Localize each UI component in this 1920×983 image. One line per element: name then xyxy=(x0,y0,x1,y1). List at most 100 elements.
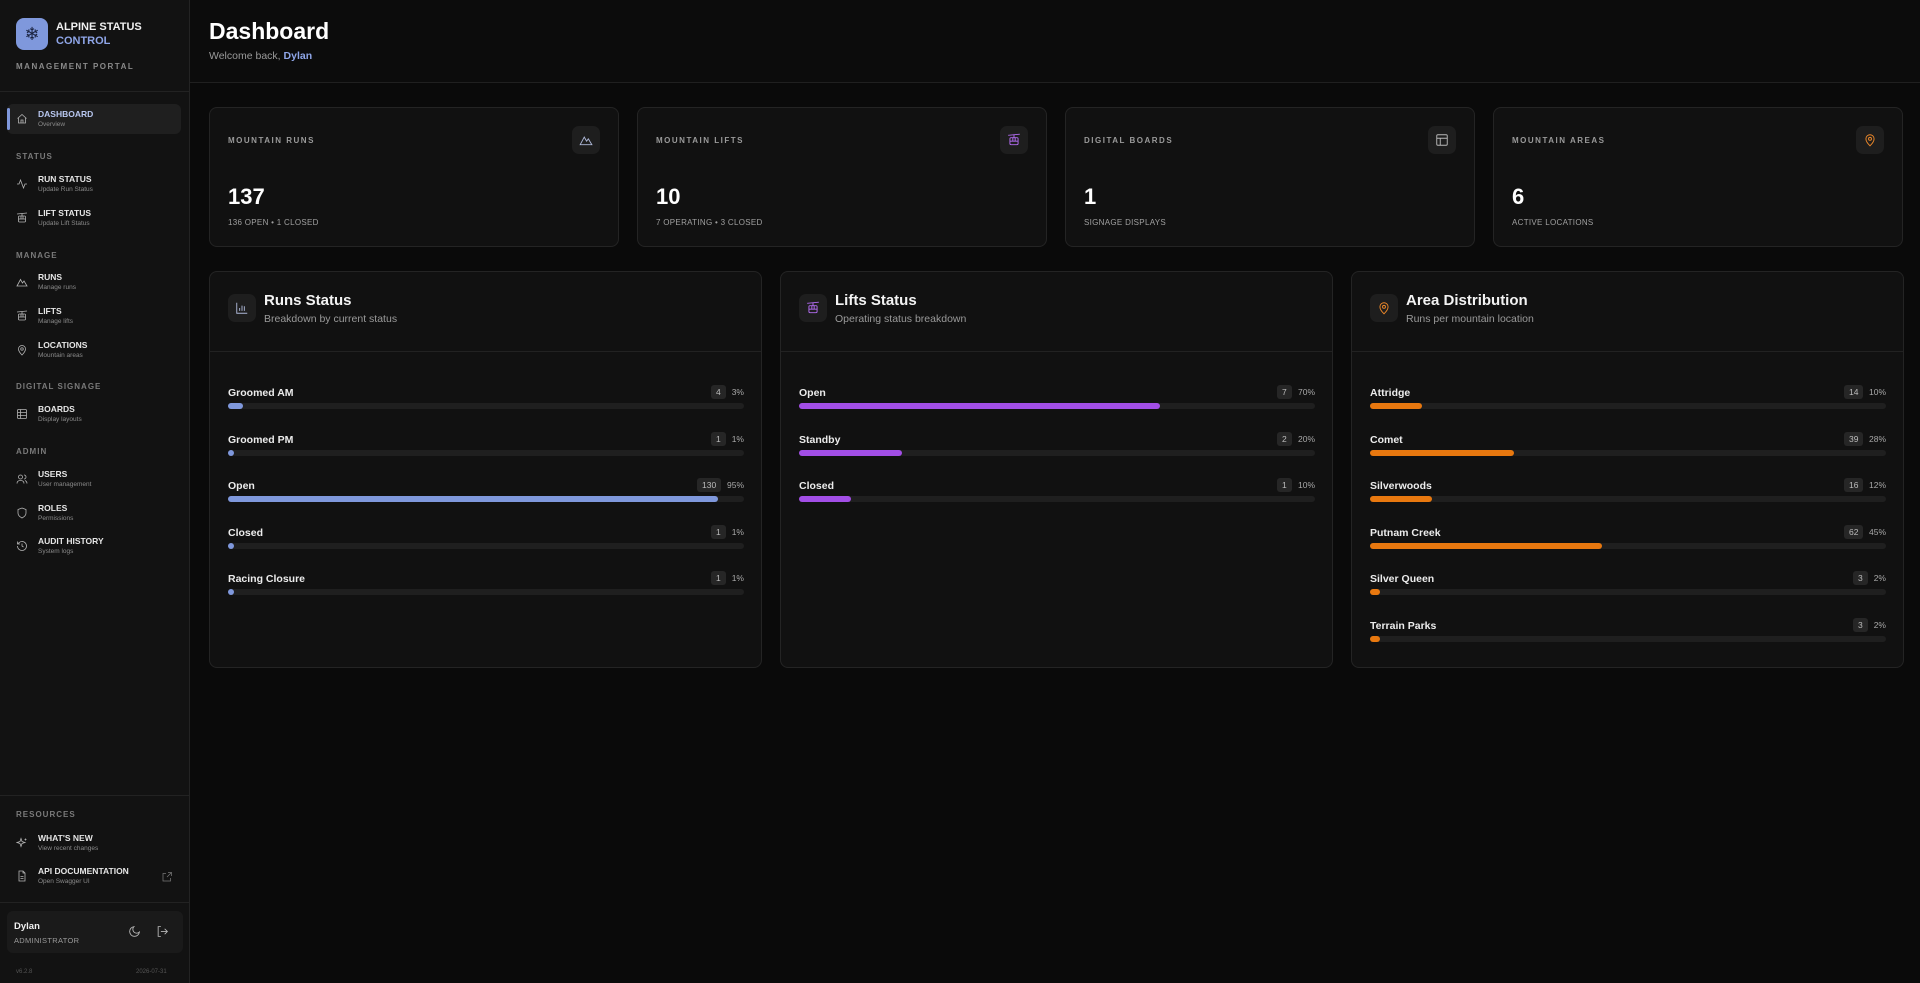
progress-track xyxy=(228,449,744,456)
stat-sub: SIGNAGE DISPLAYS xyxy=(1084,218,1167,227)
status-row: Open 130 95% xyxy=(228,478,744,514)
user-role: ADMINISTRATOR xyxy=(14,936,80,945)
welcome-user: Dylan xyxy=(283,50,313,62)
progress-track xyxy=(799,496,1315,502)
panel-title: Lifts Status xyxy=(835,292,917,309)
status-row: Silverwoods 16 12% xyxy=(1370,478,1886,514)
progress-fill xyxy=(1370,589,1381,595)
row-percent: 45% xyxy=(1868,526,1886,537)
nav-locations[interactable]: LOCATIONS Mountain areas xyxy=(7,335,181,365)
row-count-badge: 1 xyxy=(711,524,726,539)
row-count-badge: 14 xyxy=(1844,385,1864,399)
nav-run-status[interactable]: RUN STATUS Update Run Status xyxy=(7,169,181,199)
progress-track xyxy=(228,542,744,549)
nav-whats-new[interactable]: WHAT'S NEW View recent changes xyxy=(7,828,181,858)
progress-fill xyxy=(228,449,234,456)
file-icon xyxy=(16,870,28,882)
nav-runs[interactable]: RUNS Manage runs xyxy=(7,267,181,297)
stat-card-runs: MOUNTAIN RUNS 137 136 OPEN • 1 CLOSED xyxy=(209,107,619,247)
section-digital-signage: DIGITAL SIGNAGE xyxy=(16,382,102,391)
stat-label: MOUNTAIN RUNS xyxy=(228,136,315,145)
row-count-badge: 62 xyxy=(1844,524,1864,539)
nav-label: DASHBOARD xyxy=(38,108,94,119)
row-label: Open xyxy=(799,387,826,399)
row-label: Silverwoods xyxy=(1370,480,1432,492)
status-row: Racing Closure 1 1% xyxy=(228,571,744,607)
row-count-badge: 130 xyxy=(697,478,722,492)
row-percent: 1% xyxy=(731,573,744,583)
portal-label: MANAGEMENT PORTAL xyxy=(16,62,135,71)
moon-icon[interactable] xyxy=(128,925,142,939)
welcome-text: Welcome back, Dylan xyxy=(209,50,312,62)
progress-fill xyxy=(1370,542,1603,549)
panel-title: Runs Status xyxy=(264,292,352,309)
external-link-icon xyxy=(161,870,173,882)
row-count-badge: 1 xyxy=(711,431,726,446)
stat-card-boards: DIGITAL BOARDS 1 SIGNAGE DISPLAYS xyxy=(1065,107,1475,247)
row-percent: 2% xyxy=(1873,619,1886,630)
progress-track xyxy=(228,403,744,409)
nav-users[interactable]: USERS User management xyxy=(7,464,181,494)
stat-sub: ACTIVE LOCATIONS xyxy=(1512,218,1594,227)
panel-lifts-status: Lifts Status Operating status breakdown … xyxy=(780,271,1333,668)
stat-sub: 7 OPERATING • 3 CLOSED xyxy=(656,218,763,227)
row-count-badge: 3 xyxy=(1853,571,1868,585)
brand[interactable]: ❄ ALPINE STATUS CONTROL xyxy=(16,18,142,50)
nav-label: USERS xyxy=(38,468,68,479)
nav-label: LOCATIONS xyxy=(38,339,88,350)
status-row: Silver Queen 3 2% xyxy=(1370,571,1886,607)
panel-area-distribution: Area Distribution Runs per mountain loca… xyxy=(1351,271,1904,668)
progress-track xyxy=(1370,449,1886,456)
row-label: Comet xyxy=(1370,433,1403,446)
status-row: Closed 1 1% xyxy=(228,524,744,561)
nav-api-documentation[interactable]: API DOCUMENTATION Open Swagger UI xyxy=(7,861,181,891)
shield-icon xyxy=(16,507,28,519)
progress-fill xyxy=(799,449,903,456)
sparkles-icon xyxy=(16,837,28,849)
nav-sublabel: Permissions xyxy=(38,514,74,522)
nav-lifts[interactable]: LIFTS Manage lifts xyxy=(7,301,181,331)
activity-icon xyxy=(16,178,28,190)
progress-fill xyxy=(1370,635,1381,642)
nav-dashboard[interactable]: DASHBOARD Overview xyxy=(7,104,181,134)
row-percent: 12% xyxy=(1868,480,1886,490)
progress-track xyxy=(228,589,744,595)
row-percent: 10% xyxy=(1868,387,1886,397)
nav-boards[interactable]: BOARDS Display layouts xyxy=(7,399,181,429)
progress-track xyxy=(1370,589,1886,595)
history-icon xyxy=(16,540,28,552)
status-row: Putnam Creek 62 45% xyxy=(1370,524,1886,561)
stat-value: 137 xyxy=(228,184,265,209)
status-row: Groomed PM 1 1% xyxy=(228,431,744,468)
logout-icon[interactable] xyxy=(156,925,170,939)
nav-sublabel: Update Lift Status xyxy=(38,219,90,227)
section-status: STATUS xyxy=(16,152,53,161)
row-percent: 28% xyxy=(1868,433,1886,444)
section-resources: RESOURCES xyxy=(16,810,76,819)
welcome-label: Welcome back, xyxy=(209,50,281,62)
gondola-icon xyxy=(16,212,28,224)
nav-sublabel: Open Swagger UI xyxy=(38,877,90,885)
row-label: Attridge xyxy=(1370,387,1411,399)
row-label: Racing Closure xyxy=(228,573,306,585)
divider xyxy=(0,91,189,92)
panel-title: Area Distribution xyxy=(1406,292,1528,309)
nav-roles[interactable]: ROLES Permissions xyxy=(7,498,181,528)
progress-fill xyxy=(228,589,234,595)
nav-sublabel: System logs xyxy=(38,547,74,555)
stat-card-areas: MOUNTAIN AREAS 6 ACTIVE LOCATIONS xyxy=(1493,107,1903,247)
nav-label: WHAT'S NEW xyxy=(38,832,93,843)
progress-fill xyxy=(228,496,719,502)
nav-label: BOARDS xyxy=(38,403,75,414)
row-count-badge: 1 xyxy=(711,571,726,585)
row-count-badge: 39 xyxy=(1844,431,1864,446)
progress-track xyxy=(1370,403,1886,409)
nav-lift-status[interactable]: LIFT STATUS Update Lift Status xyxy=(7,203,181,233)
nav-label: LIFT STATUS xyxy=(38,207,92,218)
page-header: Dashboard Welcome back, Dylan xyxy=(190,0,1920,83)
nav-label: AUDIT HISTORY xyxy=(38,535,104,546)
status-row: Groomed AM 4 3% xyxy=(228,385,744,421)
stat-card-lifts: MOUNTAIN LIFTS 10 7 OPERATING • 3 CLOSED xyxy=(637,107,1047,247)
nav-audit-history[interactable]: AUDIT HISTORY System logs xyxy=(7,531,181,561)
gondola-icon xyxy=(16,310,28,322)
